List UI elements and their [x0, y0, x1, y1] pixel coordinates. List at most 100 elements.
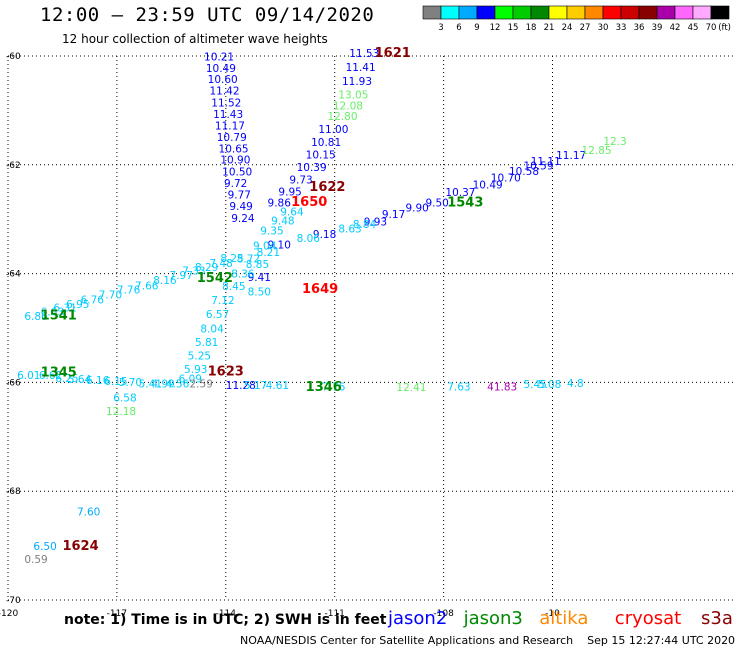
axis-ticks: -120 -117 -114 -111 -108 -10 -60 -62 -64 -66 -68 -7… [0, 52, 560, 619]
wave-height-value: 9.90 [405, 203, 428, 215]
wave-height-value: 8.21 [257, 247, 280, 259]
wave-height-value: 8.06 [297, 233, 321, 245]
wave-height-value: 7.76 [322, 382, 346, 394]
color-swatch [710, 5, 730, 20]
wave-height-value: 10.59 [523, 161, 553, 173]
track-time-label: 1543 [447, 196, 483, 211]
wave-height-value: 6.31 [53, 303, 76, 315]
color-swatch [638, 5, 658, 20]
wave-height-value: 7.48 [209, 258, 232, 270]
wave-height-value: 11.11 [531, 156, 561, 168]
latitude-tick-label: -66 [6, 378, 21, 388]
wave-height-value: 7.60 [77, 507, 100, 519]
color-scale-label: 36 [634, 23, 645, 33]
wave-height-value: 10.49 [206, 63, 236, 75]
wave-height-value: 10.90 [220, 155, 250, 167]
wave-height-value: 5.41 [139, 378, 162, 390]
wave-height-value: 9.73 [289, 174, 312, 186]
wave-height-value: 9.04 [253, 241, 277, 253]
color-swatch [458, 5, 478, 20]
color-scale-legend: 3 6 9 12 15 18 21 24 27 30 33 36 39 42 45 70 (ft) [422, 5, 731, 33]
wave-height-value: 6.01 [17, 370, 40, 382]
color-swatch [656, 5, 676, 20]
wave-height-value: 10.50 [222, 167, 252, 179]
wave-height-value: 8.25 [220, 253, 243, 265]
wave-height-value: 11.17 [556, 150, 586, 162]
color-swatch [584, 5, 604, 20]
latitude-tick-label: -64 [6, 270, 21, 280]
satellite-legend-jason2: jason2 [388, 608, 448, 629]
wave-height-value: 12.41 [396, 382, 426, 394]
color-scale-label: 30 [598, 23, 609, 33]
color-swatch [476, 5, 496, 20]
wave-height-value: 13.05 [338, 89, 368, 101]
color-swatch [602, 5, 622, 20]
wave-height-value: 9.77 [228, 190, 251, 202]
wave-height-value: 8.16 [153, 275, 177, 287]
track-time-label: 1624 [62, 539, 98, 554]
satellite-legend-altika: altika [539, 608, 589, 629]
longitude-tick-label: -117 [107, 609, 127, 619]
wave-height-value: 6.25 [55, 373, 78, 385]
latitude-tick-label: -62 [6, 161, 21, 171]
page-subtitle: 12 hour collection of altimeter wave hei… [62, 32, 328, 46]
wave-height-value: 0.59 [24, 554, 47, 566]
satellite-legend-jason3: jason3 [463, 608, 523, 629]
wave-height-value: 11.28 [226, 380, 256, 392]
wave-height-value: 6.09 [179, 373, 202, 385]
footer-credit: NOAA/NESDIS Center for Satellite Applica… [240, 634, 735, 647]
wave-height-value: 5.08 [538, 379, 561, 391]
track-time-label: 1650 [291, 195, 327, 210]
wave-height-value: 5.45 [523, 379, 546, 391]
wave-height-value: 11.17 [215, 120, 245, 132]
wave-height-value: 6.95 [66, 299, 89, 311]
timestamp: Sep 15 12:27:44 UTC 2020 [587, 634, 736, 647]
wave-height-value: 9.35 [260, 225, 283, 237]
color-scale-label: 21 [544, 23, 555, 33]
wave-height-value: 8.84 [353, 219, 377, 231]
wave-height-value: 4.8 [567, 378, 584, 390]
color-swatch [530, 5, 550, 20]
track-time-label: 1346 [306, 380, 342, 395]
wave-height-value: 7.33 [182, 266, 205, 278]
color-swatch [512, 5, 532, 20]
color-swatch [548, 5, 568, 20]
color-scale-label: 12 [490, 23, 501, 33]
color-scale-label: 15 [508, 23, 519, 33]
color-scale-label: 70 [706, 23, 717, 33]
wave-height-value: 7.12 [211, 295, 234, 307]
wave-height-value: 9.95 [278, 186, 301, 198]
wave-height-value: 6.50 [33, 541, 56, 553]
wave-height-value: 12.08 [333, 100, 363, 112]
color-scale-label: 18 [526, 23, 537, 33]
wave-height-value: 10.37 [445, 187, 475, 199]
wave-height-value: 41.83 [487, 382, 517, 394]
color-swatch [440, 5, 460, 20]
wave-height-value: 11.42 [209, 86, 239, 98]
color-scale-label: 45 [688, 23, 699, 33]
wave-height-value: 8.50 [248, 286, 271, 298]
wave-height-value: 9.41 [248, 272, 271, 284]
track-time-label: 1542 [197, 271, 233, 286]
color-swatch [494, 5, 514, 20]
wave-height-readings: 10.2110.4910.6011.4211.5211.4311.1710.79… [17, 48, 627, 566]
wave-height-value: 9.24 [231, 213, 255, 225]
wave-height-value: 8.36 [231, 268, 255, 280]
track-time-label: 1621 [375, 46, 411, 61]
track-time-label: 1541 [41, 308, 77, 323]
wave-height-value: 12.85 [582, 145, 612, 157]
wave-height-value: 7.76 [117, 285, 141, 297]
color-swatch [692, 5, 712, 20]
wave-height-value: 11.00 [318, 124, 348, 136]
wave-height-value: 10.21 [204, 51, 234, 63]
color-scale-unit: (ft) [718, 23, 731, 33]
wave-height-value: 9.93 [364, 217, 387, 229]
longitude-tick-label: -10 [545, 609, 560, 619]
longitude-tick-label: -120 [0, 609, 18, 619]
latitude-tick-label: -68 [6, 487, 21, 497]
latitude-tick-label: -60 [6, 52, 21, 62]
wave-height-value: 9.17 [382, 209, 405, 221]
color-scale-label: 3 [438, 23, 443, 33]
